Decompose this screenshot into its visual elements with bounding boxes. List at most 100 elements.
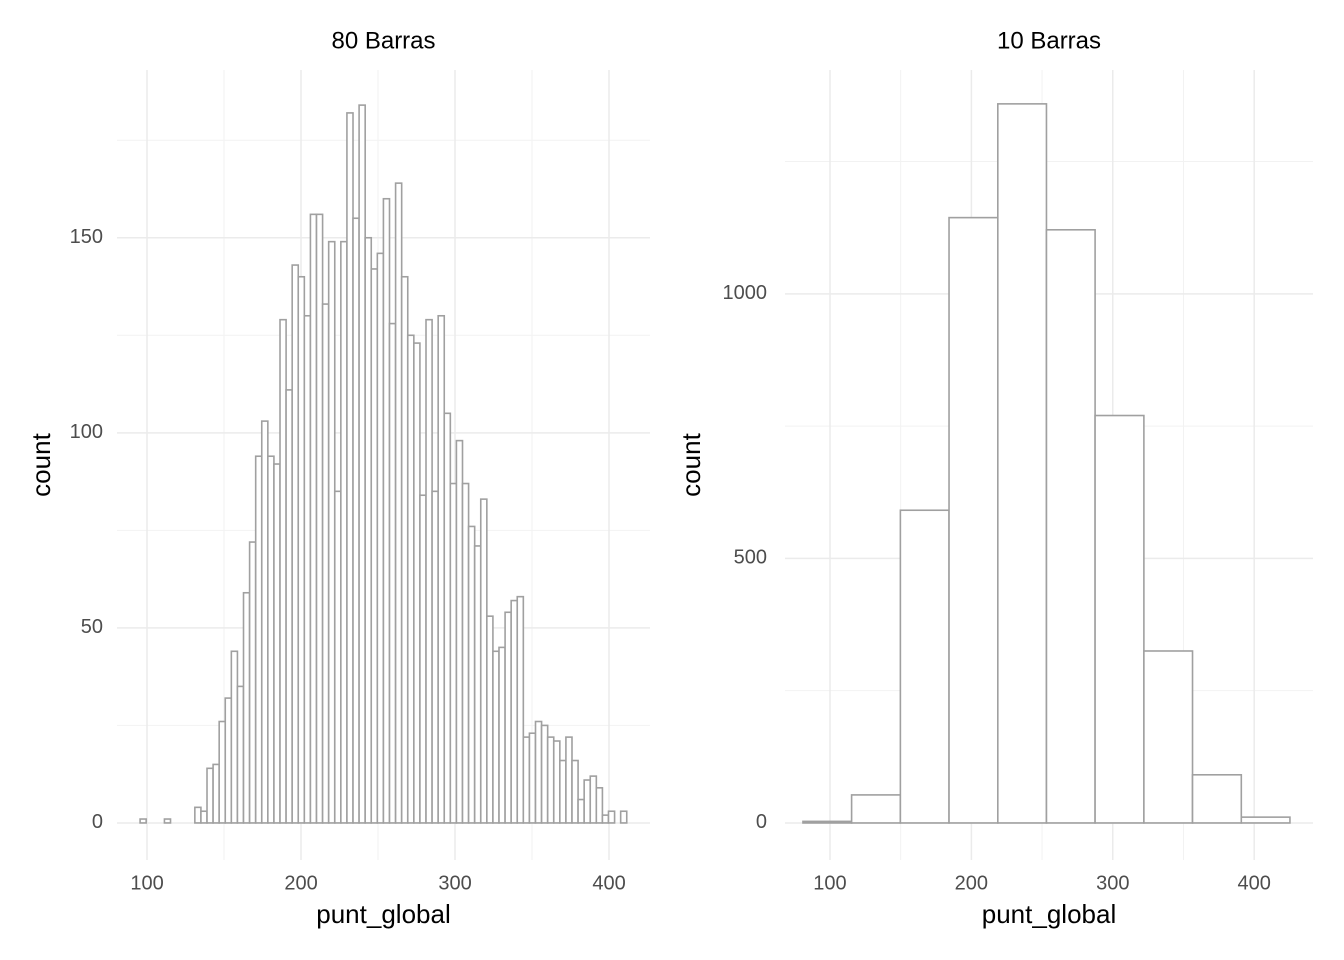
bar (571, 759, 579, 824)
bar (1094, 414, 1145, 824)
bar (997, 103, 1048, 824)
bar (510, 599, 519, 824)
bar (522, 736, 531, 824)
bar (419, 494, 427, 824)
bar (583, 779, 592, 824)
x-tick-label: 400 (592, 872, 625, 894)
bar (394, 182, 403, 824)
bar (279, 318, 287, 824)
bar (267, 455, 275, 824)
bar (315, 213, 324, 824)
x-tick-label: 100 (130, 872, 163, 894)
bar (455, 439, 464, 824)
bar (291, 264, 300, 824)
bar (273, 463, 281, 824)
bar (479, 498, 488, 824)
bar (400, 275, 409, 824)
bar (850, 794, 902, 824)
bar (504, 611, 512, 824)
bar (297, 275, 306, 824)
bar (425, 318, 433, 824)
bar (461, 482, 470, 824)
bar (364, 236, 373, 824)
bar (473, 545, 482, 824)
bar (607, 810, 616, 824)
bar (248, 541, 257, 824)
bar (437, 314, 446, 824)
y-tick-label: 1000 (723, 282, 768, 304)
bar (333, 490, 342, 824)
y-tick-label: 100 (70, 421, 103, 443)
bar (498, 646, 506, 824)
bar (254, 455, 263, 824)
bar (194, 806, 202, 824)
y-tick-label: 0 (756, 811, 767, 833)
bar (218, 720, 227, 824)
bar (163, 818, 172, 824)
bar (552, 740, 561, 824)
x-tick-label: 100 (813, 872, 846, 894)
bar (376, 252, 385, 824)
y-tick-label: 500 (734, 547, 767, 569)
x-tick-label: 200 (284, 872, 317, 894)
bar (516, 595, 525, 824)
x-axis-title: punt_global (316, 899, 450, 929)
bar (340, 240, 348, 824)
bar (565, 736, 573, 824)
bar (546, 736, 555, 824)
bar (431, 490, 439, 824)
x-tick-label: 300 (1096, 872, 1129, 894)
bar (388, 322, 397, 824)
bar (802, 820, 853, 824)
x-tick-label: 400 (1237, 872, 1270, 894)
y-axis-title: count (26, 432, 56, 496)
y-tick-label: 50 (81, 616, 103, 638)
bar (230, 650, 239, 824)
bar (540, 724, 549, 824)
bar (577, 798, 585, 824)
bar (352, 217, 360, 824)
bar (492, 650, 500, 824)
bar (224, 697, 233, 824)
bar (212, 763, 220, 824)
bar (1045, 228, 1096, 824)
bar (601, 814, 610, 824)
bar (406, 334, 415, 824)
bar (449, 482, 458, 824)
bar (321, 303, 330, 824)
y-tick-label: 0 (92, 811, 103, 833)
chart-title: 10 Barras (997, 27, 1101, 54)
bar (486, 615, 494, 824)
bar (370, 268, 379, 824)
bar (589, 775, 598, 824)
x-tick-label: 200 (955, 872, 988, 894)
bar (382, 197, 391, 824)
bar (200, 810, 208, 824)
bar (559, 759, 567, 824)
bar (899, 509, 950, 824)
bar (1143, 650, 1194, 824)
bar (358, 104, 366, 824)
x-tick-label: 300 (438, 872, 471, 894)
bar (413, 342, 421, 824)
chart-title: 80 Barras (331, 27, 435, 54)
bar (242, 591, 251, 824)
bar (327, 240, 336, 824)
bar (303, 314, 312, 824)
y-axis-title: count (676, 432, 706, 496)
y-tick-label: 150 (70, 226, 103, 248)
bar (467, 525, 476, 824)
bar (285, 389, 293, 824)
bar (139, 818, 147, 824)
bar (236, 685, 245, 824)
bar (309, 213, 318, 824)
x-axis-title: punt_global (982, 899, 1116, 929)
bar (346, 112, 354, 824)
bar (1191, 774, 1243, 824)
bar (260, 420, 269, 824)
bar (206, 767, 214, 824)
bar (528, 732, 537, 824)
bar (1240, 816, 1291, 824)
bar (534, 720, 543, 824)
